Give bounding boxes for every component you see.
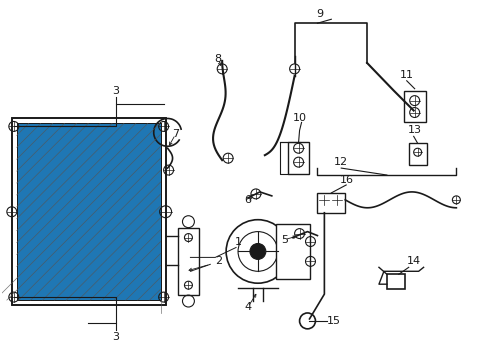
Bar: [317, 193, 345, 213]
Bar: [177, 228, 199, 295]
Bar: [17, 123, 161, 300]
Text: 8: 8: [214, 54, 222, 64]
Bar: [12, 118, 165, 305]
Text: 11: 11: [399, 70, 413, 80]
Text: 4: 4: [244, 302, 251, 312]
Bar: [287, 142, 309, 174]
Bar: [17, 123, 161, 300]
Bar: [275, 224, 310, 279]
Text: 16: 16: [340, 175, 353, 185]
Text: 2: 2: [214, 256, 222, 266]
Text: 9: 9: [315, 9, 322, 19]
Text: 12: 12: [333, 157, 347, 167]
Text: 15: 15: [326, 316, 341, 326]
Bar: [408, 143, 426, 165]
Text: 13: 13: [407, 125, 421, 135]
Circle shape: [249, 243, 265, 260]
Text: 6: 6: [244, 195, 251, 205]
Bar: [12, 118, 165, 305]
Bar: [403, 91, 425, 122]
Bar: [17, 123, 161, 300]
Text: 3: 3: [112, 332, 119, 342]
Text: 3: 3: [112, 86, 119, 96]
Bar: [386, 274, 404, 289]
Text: 14: 14: [406, 256, 420, 266]
Text: 5: 5: [281, 234, 287, 244]
Text: 7: 7: [172, 129, 179, 139]
Text: 10: 10: [292, 113, 306, 123]
Text: 1: 1: [234, 237, 241, 247]
